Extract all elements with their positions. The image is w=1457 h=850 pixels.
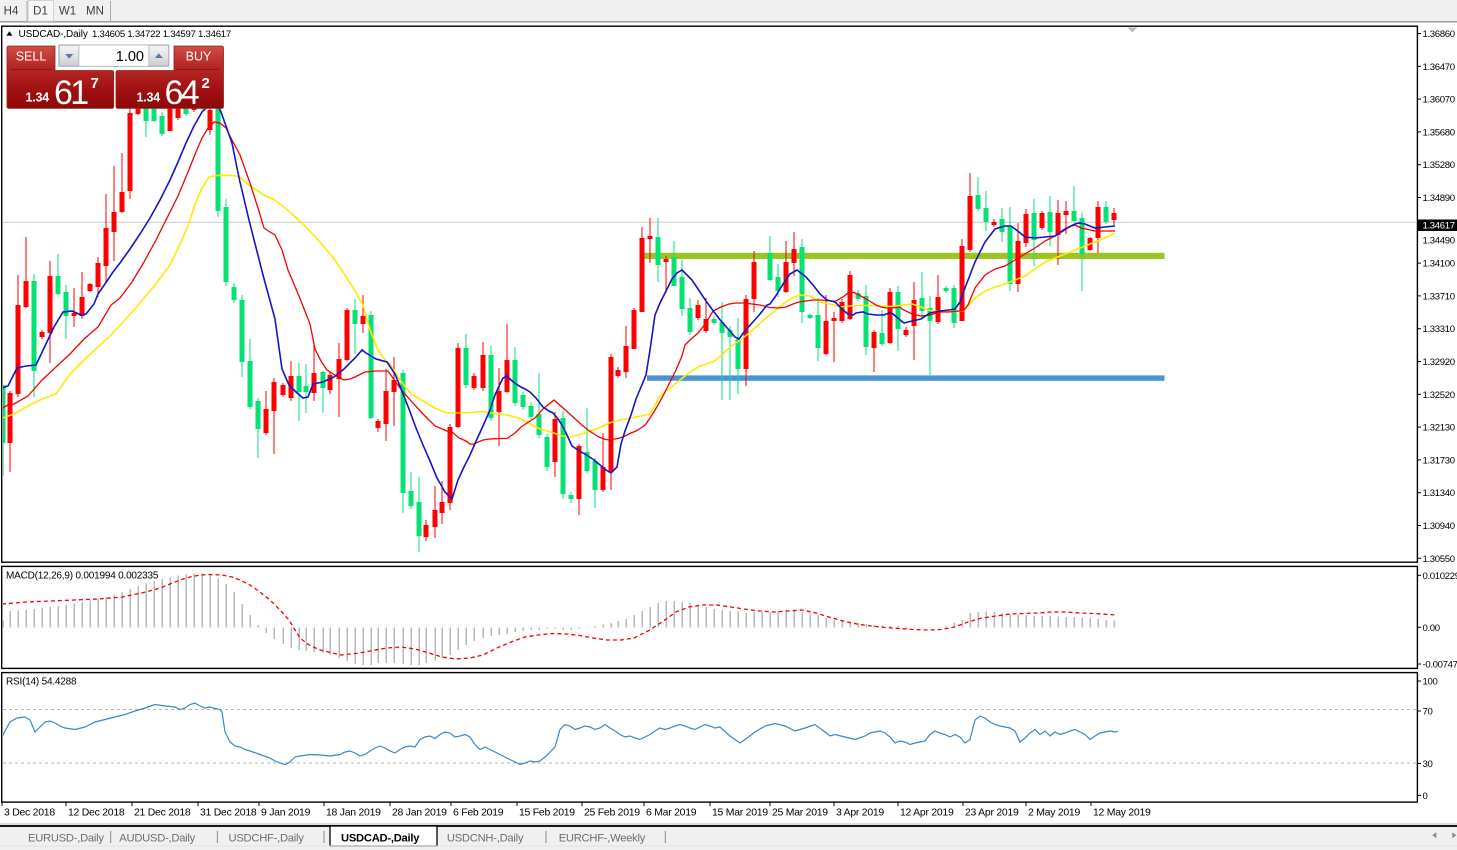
svg-text:1.34490: 1.34490 [1423,235,1455,246]
svg-text:0: 0 [1423,791,1428,802]
svg-text:100: 100 [1423,677,1438,688]
svg-text:7: 7 [91,75,99,92]
svg-text:0.010229: 0.010229 [1423,571,1457,582]
svg-text:1.34100: 1.34100 [1423,259,1455,270]
svg-text:H4: H4 [4,6,19,18]
svg-text:1.34: 1.34 [26,91,50,105]
svg-text:30: 30 [1423,759,1433,770]
svg-text:9 Jan 2019: 9 Jan 2019 [261,808,311,819]
svg-text:12 Dec 2018: 12 Dec 2018 [68,808,125,819]
svg-text:6 Feb 2019: 6 Feb 2019 [453,808,504,819]
svg-text:1.35280: 1.35280 [1423,160,1455,171]
svg-text:1.36070: 1.36070 [1423,95,1455,106]
svg-text:RSI(14) 54.4288: RSI(14) 54.4288 [6,677,77,688]
svg-text:USDCAD-,Daily: USDCAD-,Daily [341,833,420,845]
svg-text:28 Jan 2019: 28 Jan 2019 [392,808,447,819]
svg-text:15 Feb 2019: 15 Feb 2019 [519,808,575,819]
svg-text:3 Apr 2019: 3 Apr 2019 [836,808,884,819]
svg-text:MACD(12,26,9) 0.001994 0.00233: MACD(12,26,9) 0.001994 0.002335 [6,571,159,582]
svg-text:1.31340: 1.31340 [1423,488,1455,499]
svg-text:1.36470: 1.36470 [1423,62,1455,73]
svg-text:1.32520: 1.32520 [1423,390,1455,401]
svg-text:23 Apr 2019: 23 Apr 2019 [965,808,1019,819]
svg-text:1.34617: 1.34617 [1423,221,1455,232]
svg-text:61: 61 [54,74,88,112]
svg-text:1.32130: 1.32130 [1423,423,1455,434]
svg-text:W1: W1 [59,6,76,18]
svg-text:1.36860: 1.36860 [1423,29,1455,40]
svg-text:AUDUSD-,Daily: AUDUSD-,Daily [119,833,195,845]
svg-text:1.34890: 1.34890 [1423,193,1455,204]
svg-text:MN: MN [86,6,104,18]
svg-text:USDCAD-,Daily: USDCAD-,Daily [19,29,88,40]
svg-text:21 Dec 2018: 21 Dec 2018 [134,808,191,819]
svg-text:0.00: 0.00 [1423,623,1440,634]
svg-text:SELL: SELL [16,50,47,64]
svg-text:EURUSD-,Daily: EURUSD-,Daily [28,833,104,845]
svg-text:1.33710: 1.33710 [1423,291,1455,302]
svg-text:1.00: 1.00 [116,49,144,65]
svg-text:25 Mar 2019: 25 Mar 2019 [772,808,828,819]
svg-text:USDCHF-,Daily: USDCHF-,Daily [229,833,305,845]
svg-text:1.30940: 1.30940 [1423,521,1455,532]
svg-text:USDCNH-,Daily: USDCNH-,Daily [447,833,524,845]
svg-text:1.34605 1.34722 1.34597 1.3461: 1.34605 1.34722 1.34597 1.34617 [92,29,231,40]
svg-text:31 Dec 2018: 31 Dec 2018 [200,808,257,819]
svg-text:6 Mar 2019: 6 Mar 2019 [646,808,697,819]
svg-text:1.35680: 1.35680 [1423,127,1455,138]
svg-text:1.30550: 1.30550 [1423,554,1455,565]
svg-text:BUY: BUY [186,50,212,64]
svg-text:-0.00747: -0.00747 [1423,660,1457,671]
svg-text:1.31730: 1.31730 [1423,455,1455,466]
svg-text:64: 64 [165,74,199,112]
svg-text:70: 70 [1423,707,1433,718]
svg-text:3 Dec 2018: 3 Dec 2018 [4,808,55,819]
svg-text:2: 2 [202,75,210,92]
svg-text:1.34: 1.34 [137,91,161,105]
svg-text:15 Mar 2019: 15 Mar 2019 [712,808,768,819]
svg-text:25 Feb 2019: 25 Feb 2019 [584,808,640,819]
svg-text:D1: D1 [33,6,48,18]
svg-text:12 May 2019: 12 May 2019 [1093,808,1151,819]
svg-text:EURCHF-,Weekly: EURCHF-,Weekly [559,833,646,845]
svg-text:1.32920: 1.32920 [1423,357,1455,368]
svg-text:1.33310: 1.33310 [1423,324,1455,335]
svg-text:2 May 2019: 2 May 2019 [1028,808,1080,819]
svg-text:18 Jan 2019: 18 Jan 2019 [326,808,381,819]
svg-text:12 Apr 2019: 12 Apr 2019 [900,808,954,819]
